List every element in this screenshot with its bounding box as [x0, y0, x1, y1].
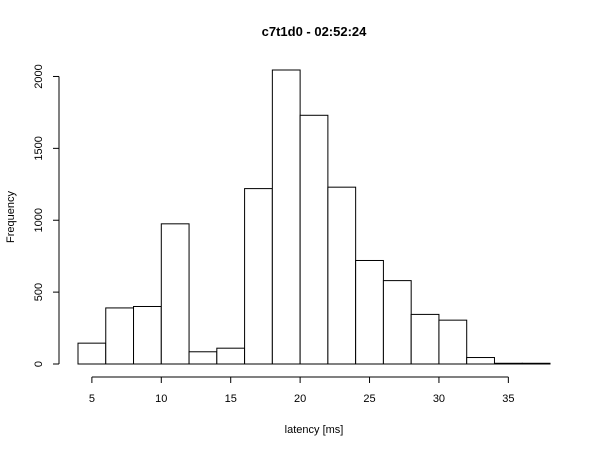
- y-tick-label: 1500: [33, 136, 45, 160]
- chart-title: c7t1d0 - 02:52:24: [262, 24, 368, 39]
- histogram-bar: [355, 259, 384, 365]
- histogram-bar: [327, 186, 357, 365]
- y-tick-label: 2000: [33, 64, 45, 88]
- histogram-bar: [77, 342, 107, 365]
- x-tick-label: 10: [155, 393, 167, 405]
- x-tick-label: 20: [294, 393, 306, 405]
- histogram-bar: [133, 305, 162, 365]
- histogram-bar: [299, 114, 329, 365]
- y-tick-label: 1000: [33, 208, 45, 232]
- histogram-bars: [77, 69, 551, 365]
- histogram-bar: [160, 223, 190, 365]
- y-axis-label: Frequency: [5, 191, 17, 243]
- x-tick-label: 15: [225, 393, 237, 405]
- histogram-bar: [216, 347, 246, 365]
- y-tick-label: 500: [33, 283, 45, 301]
- histogram-bar: [410, 313, 440, 365]
- histogram-bar: [244, 188, 273, 365]
- x-tick-label: 30: [433, 393, 445, 405]
- y-tick-label: 0: [33, 361, 45, 367]
- histogram-bar: [493, 362, 523, 365]
- histogram-bar: [466, 357, 495, 365]
- x-axis-label: latency [ms]: [285, 424, 344, 436]
- histogram-bar: [438, 319, 468, 365]
- histogram-bar: [382, 280, 412, 365]
- x-tick-label: 35: [502, 393, 514, 405]
- x-axis: 5 10 15 20 25 30 35: [89, 376, 514, 405]
- x-tick-label: 5: [89, 393, 95, 405]
- histogram-bar: [521, 362, 551, 365]
- histogram-bar: [105, 307, 135, 365]
- histogram-bar: [188, 351, 218, 365]
- histogram-bar: [271, 69, 301, 365]
- x-tick-label: 25: [363, 393, 375, 405]
- y-axis: 0 500 1000 1500 2000: [33, 64, 60, 367]
